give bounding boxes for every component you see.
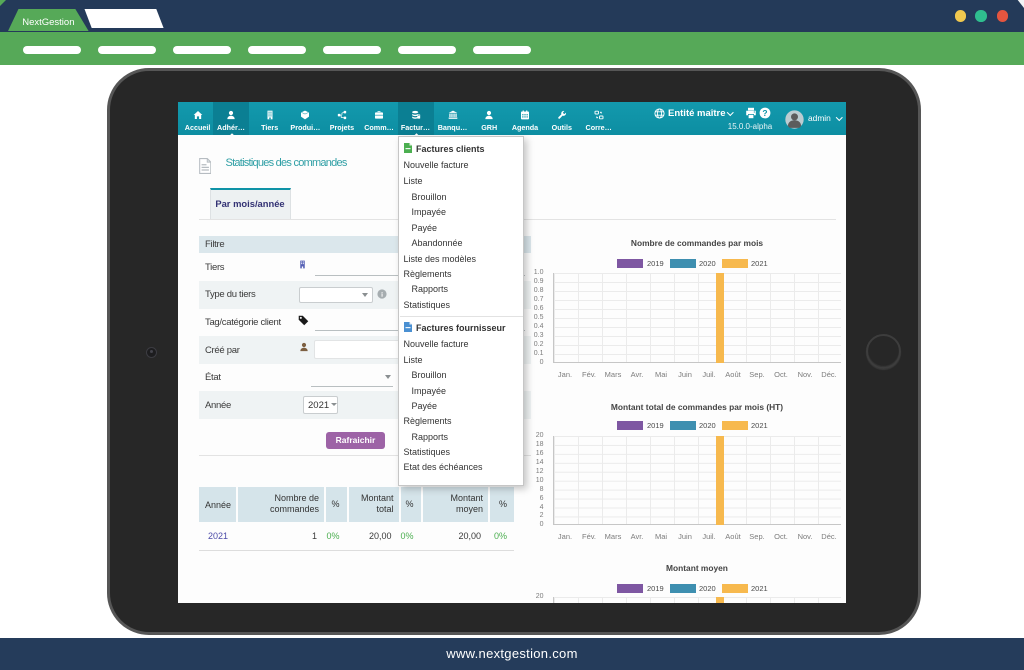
svg-text:?: ? (762, 108, 767, 118)
svg-text:i: i (381, 292, 383, 299)
